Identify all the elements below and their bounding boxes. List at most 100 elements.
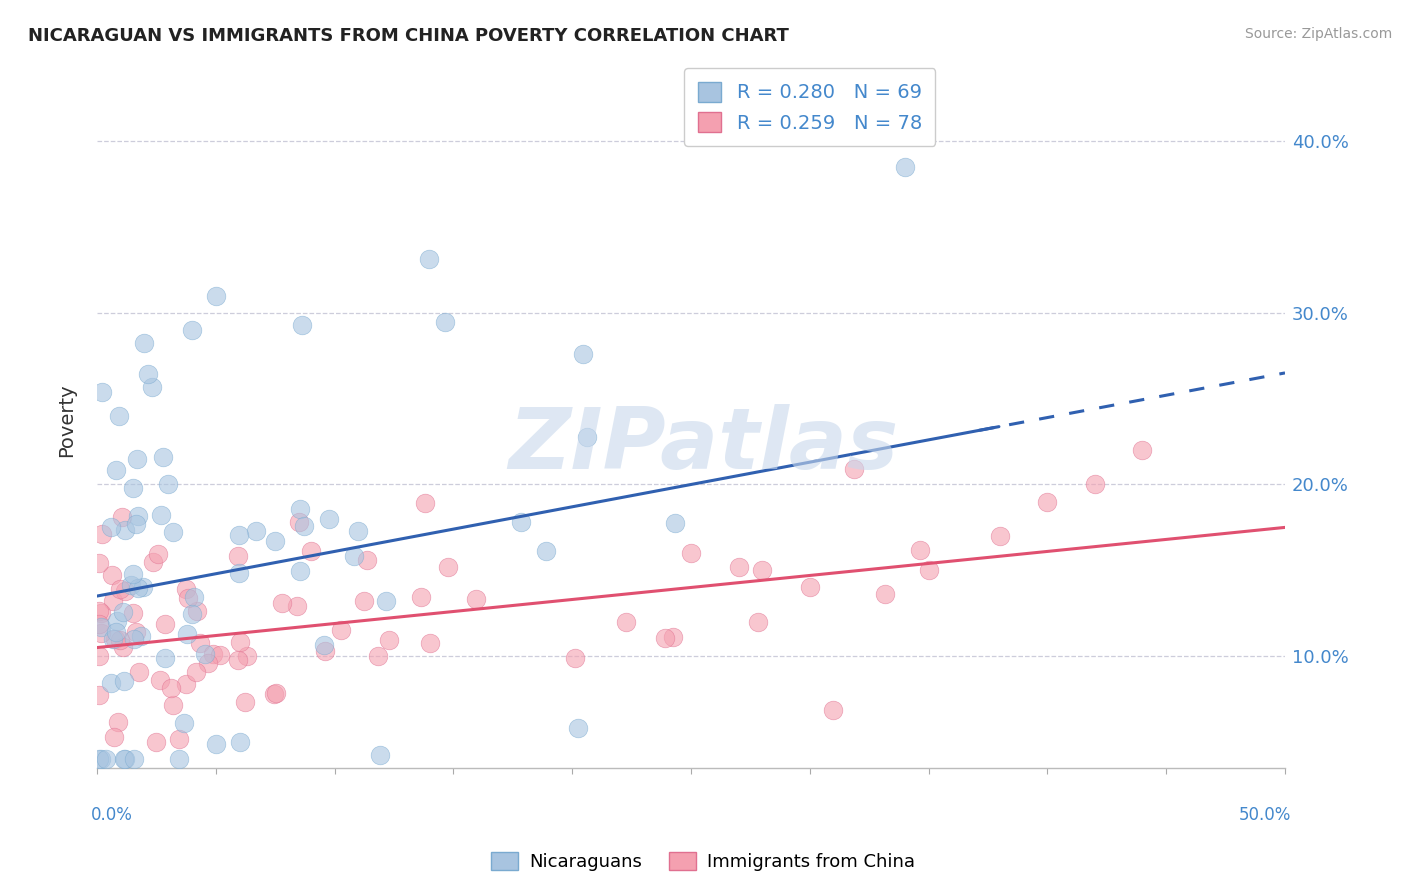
Point: [654, 631, 676, 645]
Point: [107, 714, 129, 729]
Point: [245, 524, 267, 538]
Point: [433, 314, 456, 328]
Point: [263, 687, 285, 701]
Point: [271, 596, 294, 610]
Point: [149, 673, 172, 688]
Point: [127, 581, 149, 595]
Point: [614, 615, 637, 629]
Point: [128, 665, 150, 679]
Point: [288, 502, 311, 516]
Point: [1084, 477, 1107, 491]
Point: [342, 549, 364, 563]
Point: [101, 594, 124, 608]
Point: [132, 580, 155, 594]
Point: [104, 632, 127, 646]
Point: [105, 624, 128, 639]
Point: [90, 752, 112, 766]
Point: [167, 731, 190, 746]
Point: [90, 526, 112, 541]
Point: [266, 686, 288, 700]
Point: [356, 552, 378, 566]
Point: [374, 593, 396, 607]
Point: [176, 677, 198, 691]
Point: [329, 623, 352, 637]
Point: [122, 606, 145, 620]
Point: [226, 652, 249, 666]
Point: [318, 512, 340, 526]
Point: [90, 607, 112, 621]
Point: [299, 544, 322, 558]
Point: [201, 647, 224, 661]
Point: [120, 578, 142, 592]
Y-axis label: Poverty: Poverty: [58, 384, 76, 457]
Point: [125, 624, 148, 639]
Point: [176, 627, 198, 641]
Point: [236, 648, 259, 663]
Point: [664, 516, 686, 531]
Point: [823, 703, 845, 717]
Point: [160, 681, 183, 695]
Point: [264, 534, 287, 549]
Point: [1036, 494, 1059, 508]
Point: [186, 665, 208, 680]
Point: [291, 318, 314, 332]
Point: [571, 347, 593, 361]
Point: [747, 615, 769, 630]
Point: [208, 648, 231, 663]
Point: [145, 735, 167, 749]
Point: [122, 752, 145, 766]
Point: [235, 695, 257, 709]
Point: [229, 735, 252, 749]
Point: [90, 626, 112, 640]
Point: [679, 546, 702, 560]
Point: [226, 549, 249, 564]
Point: [661, 630, 683, 644]
Point: [100, 568, 122, 582]
Point: [204, 288, 226, 302]
Point: [287, 599, 309, 613]
Point: [90, 620, 112, 634]
Point: [186, 604, 208, 618]
Point: [146, 547, 169, 561]
Point: [419, 636, 441, 650]
Point: [153, 650, 176, 665]
Point: [108, 409, 131, 423]
Point: [94, 752, 117, 766]
Point: [292, 518, 315, 533]
Point: [114, 523, 136, 537]
Point: [89, 688, 111, 702]
Point: [894, 160, 917, 174]
Point: [114, 673, 136, 688]
Point: [290, 564, 312, 578]
Point: [121, 481, 143, 495]
Point: [353, 594, 375, 608]
Point: [727, 560, 749, 574]
Point: [917, 563, 939, 577]
Point: [162, 698, 184, 712]
Point: [437, 559, 460, 574]
Legend: Nicaraguans, Immigrants from China: Nicaraguans, Immigrants from China: [484, 845, 922, 879]
Text: Source: ZipAtlas.com: Source: ZipAtlas.com: [1244, 27, 1392, 41]
Point: [181, 323, 204, 337]
Point: [149, 508, 172, 522]
Point: [104, 463, 127, 477]
Point: [173, 716, 195, 731]
Point: [136, 367, 159, 381]
Point: [141, 380, 163, 394]
Point: [121, 566, 143, 581]
Point: [103, 730, 125, 744]
Point: [112, 752, 135, 766]
Point: [510, 515, 533, 529]
Point: [157, 477, 180, 491]
Point: [751, 563, 773, 577]
Point: [464, 591, 486, 606]
Point: [576, 429, 599, 443]
Point: [564, 651, 586, 665]
Point: [908, 542, 931, 557]
Point: [368, 748, 391, 763]
Point: [873, 587, 896, 601]
Point: [413, 496, 436, 510]
Text: ZIPatlas: ZIPatlas: [508, 404, 898, 488]
Point: [124, 516, 146, 531]
Point: [799, 581, 821, 595]
